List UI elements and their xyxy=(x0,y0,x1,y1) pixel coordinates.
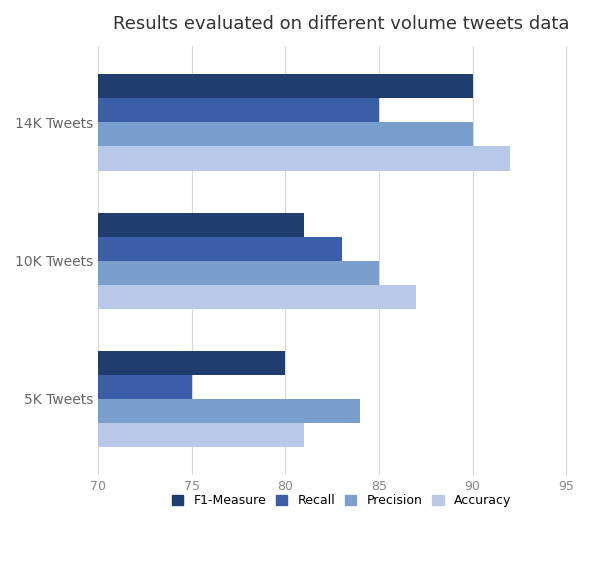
Bar xyxy=(98,146,510,171)
Bar xyxy=(98,237,341,260)
Legend: F1-Measure, Recall, Precision, Accuracy: F1-Measure, Recall, Precision, Accuracy xyxy=(167,489,516,512)
Bar xyxy=(98,75,473,99)
Bar xyxy=(98,375,192,398)
Bar xyxy=(98,398,360,422)
Bar xyxy=(98,284,416,309)
Bar xyxy=(98,422,304,447)
Bar xyxy=(98,99,379,122)
Bar xyxy=(98,351,286,375)
Bar xyxy=(98,213,304,237)
Bar xyxy=(98,260,379,284)
Title: Results evaluated on different volume tweets data: Results evaluated on different volume tw… xyxy=(113,15,570,33)
Bar xyxy=(98,122,473,146)
